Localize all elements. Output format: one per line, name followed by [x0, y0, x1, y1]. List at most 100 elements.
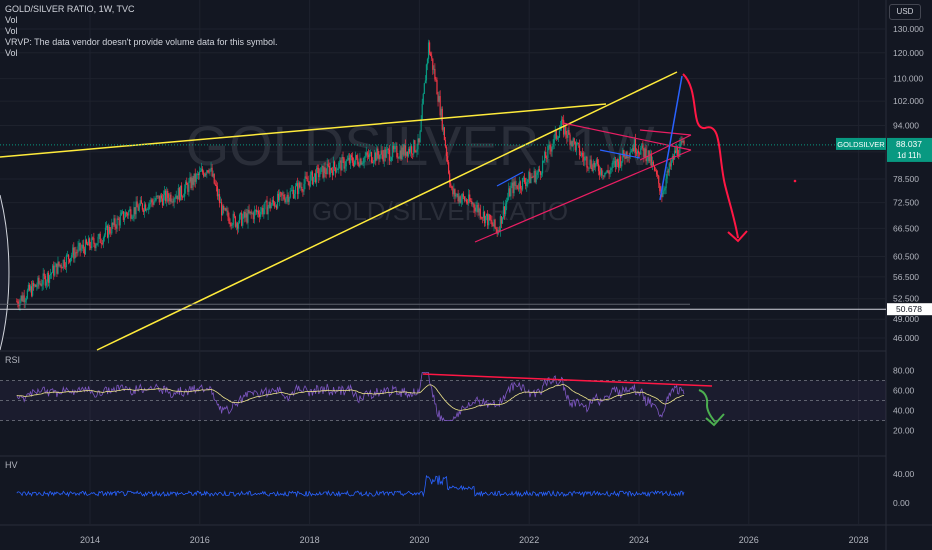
- candle-body: [503, 206, 506, 215]
- candle-body: [234, 216, 236, 227]
- candle-body: [605, 172, 607, 174]
- candle-body: [140, 200, 142, 204]
- candle-body: [41, 284, 43, 286]
- symbol-badge: [836, 137, 886, 150]
- candle-body: [671, 155, 674, 162]
- price-tick-label: 60.500: [893, 252, 919, 262]
- candle-body: [164, 190, 166, 195]
- candle-body: [192, 177, 194, 185]
- candle-body: [213, 173, 215, 184]
- hv-tick-label: 0.00: [893, 498, 910, 508]
- candle-body: [189, 177, 191, 182]
- candle-body: [470, 200, 472, 202]
- legend-vol-3[interactable]: Vol: [5, 48, 18, 58]
- candle-body: [647, 150, 649, 159]
- candle-body: [284, 199, 286, 203]
- candle-body: [91, 237, 93, 249]
- candle-body: [663, 190, 665, 192]
- candle-body: [528, 172, 530, 180]
- legend-vrvp[interactable]: VRVP: The data vendor doesn't provide vo…: [5, 37, 278, 47]
- candle-body: [635, 152, 638, 154]
- price-tick-label: 46.000: [893, 333, 919, 343]
- candle-body: [179, 185, 182, 201]
- candle-body: [512, 182, 514, 194]
- rsi-tick-label: 80.00: [893, 366, 915, 376]
- candle-body: [549, 144, 551, 149]
- candle-body: [506, 201, 508, 205]
- candle-body: [97, 236, 99, 244]
- candle-body: [555, 130, 557, 139]
- candle-body: [465, 199, 468, 203]
- legend: GOLD/SILVER RATIO, 1W, TVC Vol Vol VRVP:…: [5, 4, 278, 59]
- candle-body: [530, 176, 532, 184]
- candle-body: [543, 160, 545, 162]
- candle-body: [418, 138, 420, 143]
- candle-body: [683, 140, 685, 146]
- candle-body: [622, 150, 624, 162]
- candle-body: [617, 161, 620, 168]
- candle-body: [291, 189, 293, 191]
- candle-body: [380, 150, 382, 155]
- level-badge: [887, 303, 932, 316]
- candle-body: [532, 176, 534, 178]
- legend-vol-1[interactable]: Vol: [5, 15, 18, 25]
- candle-body: [89, 238, 91, 247]
- candle-body: [278, 193, 280, 201]
- watermark-symbol: GOLDSILVER, 1W: [186, 114, 655, 177]
- candle-body: [248, 209, 250, 214]
- candle-body: [136, 201, 138, 208]
- candle-body: [666, 170, 668, 179]
- currency-button[interactable]: USD: [889, 4, 921, 20]
- candle-body: [365, 152, 367, 157]
- candle-body: [308, 181, 310, 187]
- candle-body: [49, 274, 52, 276]
- candle-body: [287, 194, 289, 202]
- candle-body: [72, 247, 74, 255]
- candle-body: [502, 206, 505, 218]
- candle-body: [129, 209, 131, 212]
- symbol-title[interactable]: GOLD/SILVER RATIO, 1W, TVC: [5, 4, 135, 14]
- candle-body: [228, 216, 230, 224]
- candle-body: [368, 153, 371, 158]
- candle-body: [128, 211, 130, 216]
- candle-body: [673, 150, 676, 160]
- candle-body: [398, 158, 400, 159]
- hv-line: [16, 474, 685, 498]
- candle-body: [90, 246, 92, 249]
- candle-body: [468, 194, 470, 203]
- time-tick-label: 2020: [409, 535, 429, 545]
- candle-body: [110, 232, 112, 234]
- candle-body: [610, 168, 612, 171]
- candle-body: [139, 200, 141, 206]
- candle-body: [56, 263, 58, 274]
- candle-body: [343, 158, 345, 169]
- candle-body: [218, 194, 221, 204]
- candle-body: [448, 162, 450, 174]
- green-forecast-curve: [698, 389, 716, 423]
- candle-body: [265, 200, 267, 202]
- candle-body: [175, 195, 177, 199]
- candle-body: [270, 204, 272, 209]
- rsi-tick-label: 20.00: [893, 426, 915, 436]
- candle-body: [317, 167, 319, 169]
- candle-body: [190, 177, 192, 189]
- candle-body: [423, 83, 425, 94]
- candle-body: [185, 181, 187, 189]
- candle-body: [264, 201, 266, 210]
- legend-vol-2[interactable]: Vol: [5, 26, 18, 36]
- candle-body: [33, 282, 35, 287]
- candle-body: [17, 301, 19, 305]
- candle-body: [138, 205, 140, 211]
- candle-body: [572, 138, 574, 146]
- time-tick-label: 2026: [739, 535, 759, 545]
- candle-body: [476, 204, 478, 208]
- candle-body: [106, 225, 109, 238]
- candle-body: [478, 208, 480, 213]
- candle-body: [387, 149, 390, 150]
- candle-body: [131, 218, 133, 219]
- candle-body: [161, 198, 164, 206]
- candle-body: [302, 190, 304, 192]
- candle-body: [505, 204, 507, 215]
- candle-body: [520, 188, 523, 190]
